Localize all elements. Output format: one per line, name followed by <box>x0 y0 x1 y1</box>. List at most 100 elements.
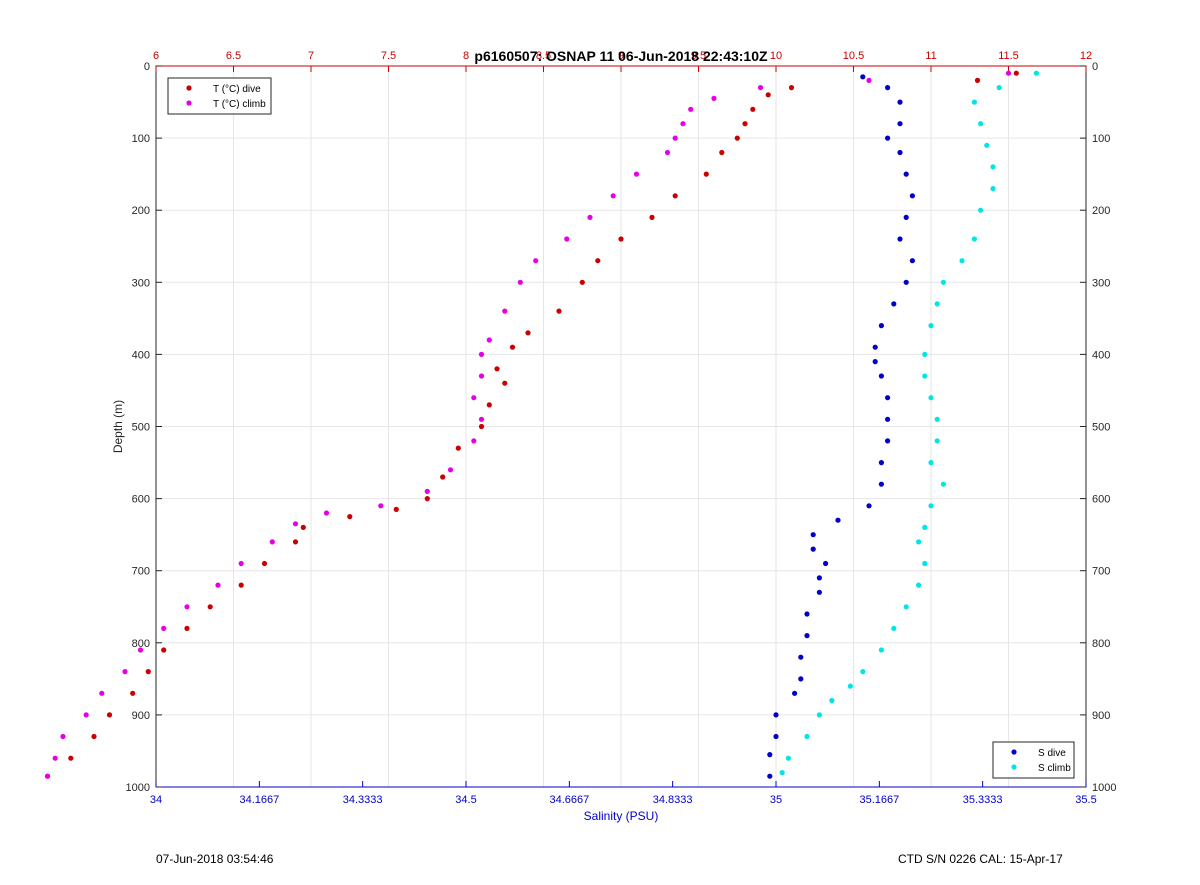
data-point-0000cc <box>897 121 903 127</box>
data-point-e600e6 <box>587 214 593 220</box>
data-point-e600e6 <box>610 193 616 199</box>
data-point-00e6e6 <box>878 647 885 653</box>
data-point-00e6e6 <box>928 395 934 401</box>
data-point-cc0000 <box>649 214 655 220</box>
legend-temperature-marker <box>186 100 192 106</box>
data-point-00e6e6 <box>990 186 996 192</box>
data-point-cc0000 <box>455 445 461 451</box>
data-point-0000cc <box>860 74 866 80</box>
data-point-cc0000 <box>424 496 430 502</box>
data-point-0000cc <box>798 654 804 660</box>
data-point-0000cc <box>878 323 885 329</box>
data-point-cc0000 <box>719 149 725 156</box>
data-point-00e6e6 <box>804 733 810 740</box>
data-point-cc0000 <box>91 733 97 740</box>
data-point-cc0000 <box>292 539 299 545</box>
legend-salinity-box <box>992 741 1075 779</box>
bottom-x-tick-label: 35.5 <box>1075 794 1096 806</box>
data-point-cc0000 <box>486 402 492 408</box>
footer-calibration: CTD S/N 0226 CAL: 15-Apr-17 <box>898 852 1063 866</box>
data-point-cc0000 <box>207 604 213 610</box>
y-tick-label-left: 1000 <box>126 782 150 794</box>
data-point-00e6e6 <box>928 323 934 329</box>
data-point-cc0000 <box>502 380 508 386</box>
data-point-cc0000 <box>478 423 485 430</box>
y-tick-label-right: 800 <box>1092 638 1110 650</box>
data-point-e600e6 <box>238 560 244 567</box>
data-point-0000cc <box>804 611 810 617</box>
top-x-tick-label: 11.5 <box>998 50 1019 62</box>
data-point-00e6e6 <box>940 481 947 487</box>
data-point-cc0000 <box>595 258 601 264</box>
data-point-cc0000 <box>788 85 795 91</box>
data-point-00e6e6 <box>990 164 996 170</box>
data-point-cc0000 <box>347 514 353 520</box>
data-point-e600e6 <box>866 77 872 83</box>
data-point-0000cc <box>773 712 779 718</box>
legend-temperature-marker <box>186 85 192 91</box>
legend-temperature-label: T (°C) dive <box>213 84 261 95</box>
data-point-e600e6 <box>52 755 58 761</box>
legend-salinity-marker <box>1011 764 1017 770</box>
data-point-e600e6 <box>680 121 686 127</box>
data-point-cc0000 <box>703 171 709 177</box>
y-tick-label-right: 200 <box>1092 205 1110 217</box>
top-x-tick-label: 8 <box>463 50 469 62</box>
top-x-tick-label: 10.5 <box>843 50 864 62</box>
data-point-cc0000 <box>742 121 748 127</box>
data-point-00e6e6 <box>996 85 1002 91</box>
data-point-00e6e6 <box>934 301 940 307</box>
top-x-tick-label: 11 <box>925 50 936 62</box>
data-point-0000cc <box>792 690 798 696</box>
data-point-e600e6 <box>533 258 539 264</box>
footer-timestamp: 07-Jun-2018 03:54:46 <box>156 852 274 866</box>
top-x-tick-label: 10 <box>770 50 782 62</box>
data-point-00e6e6 <box>971 99 978 105</box>
y-tick-label-left: 0 <box>144 61 150 73</box>
y-tick-label-right: 500 <box>1092 422 1110 434</box>
legend-temperature-box <box>167 77 272 115</box>
data-point-0000cc <box>897 99 903 105</box>
data-point-00e6e6 <box>916 582 922 588</box>
data-point-e600e6 <box>161 625 167 632</box>
data-point-00e6e6 <box>928 503 934 509</box>
data-point-e600e6 <box>292 521 299 527</box>
y-tick-label-right: 400 <box>1092 349 1110 361</box>
data-point-cc0000 <box>161 647 167 653</box>
data-point-00e6e6 <box>829 697 835 704</box>
data-point-0000cc <box>903 279 909 285</box>
data-point-00e6e6 <box>891 625 897 632</box>
data-point-0000cc <box>885 85 891 91</box>
data-point-e600e6 <box>1005 70 1012 76</box>
data-point-00e6e6 <box>959 258 965 264</box>
data-point-cc0000 <box>974 77 981 83</box>
data-point-0000cc <box>885 395 891 401</box>
top-x-tick-label: 7 <box>308 50 314 62</box>
data-point-0000cc <box>767 752 773 758</box>
bottom-x-tick-label: 34.3333 <box>343 794 383 806</box>
data-point-e600e6 <box>471 395 477 401</box>
data-point-0000cc <box>804 633 810 639</box>
top-x-tick-label: 9.5 <box>691 50 706 62</box>
data-point-e600e6 <box>184 604 190 610</box>
data-point-00e6e6 <box>922 524 928 531</box>
bottom-x-tick-label: 34.8333 <box>653 794 693 806</box>
data-point-00e6e6 <box>934 416 940 422</box>
y-tick-label-right: 100 <box>1092 133 1110 145</box>
data-point-e600e6 <box>447 467 454 473</box>
bottom-x-tick-label: 34.6667 <box>549 794 589 806</box>
data-point-00e6e6 <box>934 438 940 444</box>
data-point-cc0000 <box>300 524 306 531</box>
data-point-00e6e6 <box>779 770 785 776</box>
bottom-x-tick-label: 34.5 <box>455 794 476 806</box>
y-tick-label-right: 900 <box>1092 710 1110 722</box>
data-point-0000cc <box>866 503 872 509</box>
data-point-e600e6 <box>757 85 764 91</box>
data-point-0000cc <box>816 589 823 595</box>
data-point-00e6e6 <box>785 755 792 761</box>
data-point-00e6e6 <box>916 539 922 545</box>
data-point-e600e6 <box>323 510 330 516</box>
y-tick-label-right: 700 <box>1092 566 1110 578</box>
y-tick-label-right: 600 <box>1092 494 1110 506</box>
